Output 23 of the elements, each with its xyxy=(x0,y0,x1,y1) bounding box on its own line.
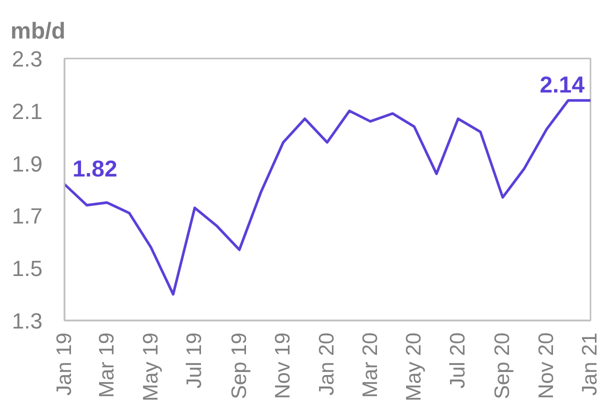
y-axis-title: mb/d xyxy=(10,18,66,44)
x-tick-label: Nov 19 xyxy=(272,332,295,400)
x-tick-label: Nov 20 xyxy=(535,332,558,400)
y-tick-label: 1.5 xyxy=(12,256,43,282)
x-tick-label: Jan 19 xyxy=(53,332,76,396)
x-tick-label: Mar 19 xyxy=(95,332,118,398)
line-series xyxy=(64,99,590,296)
y-tick-label: 1.7 xyxy=(12,204,43,229)
x-tick-label: Jul 20 xyxy=(446,332,470,389)
x-tick-label: Sep 19 xyxy=(228,332,251,400)
x-tick-label: Jul 19 xyxy=(183,332,206,389)
data-label: 2.14 xyxy=(540,71,585,98)
data-label: 1.82 xyxy=(72,155,118,182)
x-tick-label: Mar 20 xyxy=(358,332,382,398)
x-tick-label: Sep 20 xyxy=(491,332,514,400)
x-tick-label: May 19 xyxy=(139,332,162,402)
y-tick-label: 1.9 xyxy=(12,151,43,176)
x-tick-label: May 20 xyxy=(402,332,426,402)
x-tick-label: Jan 21 xyxy=(578,332,601,396)
y-tick-label: 1.3 xyxy=(12,308,43,334)
x-tick-label: Jan 20 xyxy=(316,332,339,396)
y-tick-label: 2.1 xyxy=(12,98,43,124)
y-tick-label: 2.3 xyxy=(12,46,43,72)
